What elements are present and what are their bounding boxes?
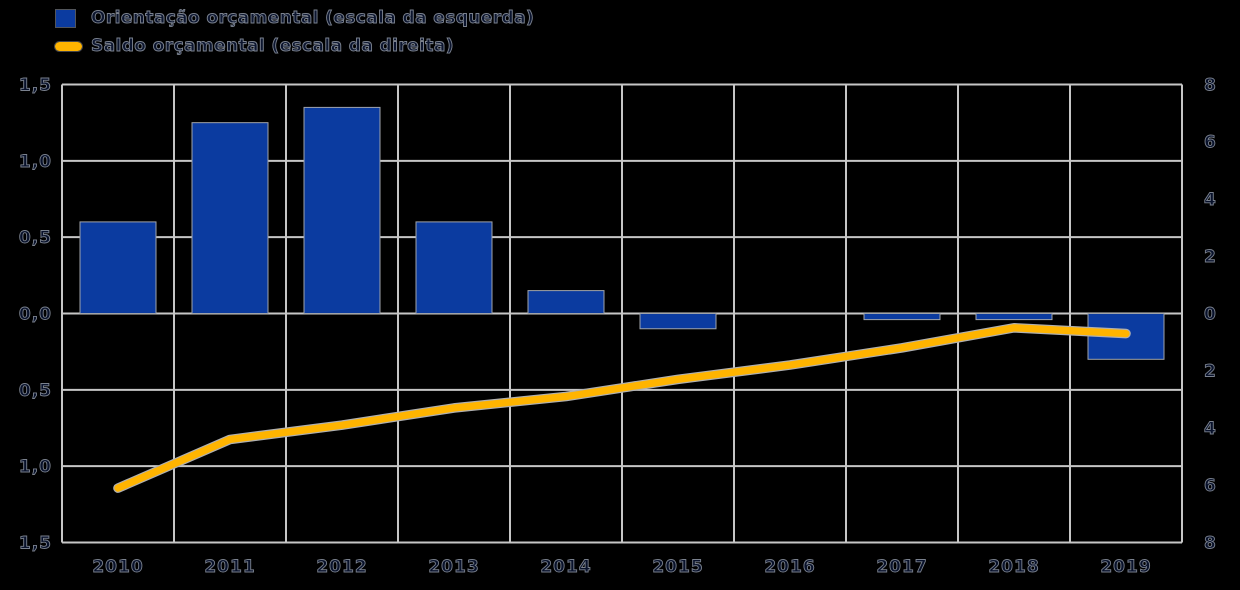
x-tick-label-2015: 2015 — [652, 557, 703, 577]
bar-2013 — [415, 221, 493, 314]
x-tick-label-2016: 2016 — [764, 557, 815, 577]
y-right-tick-label: 6 — [1204, 476, 1217, 496]
bar-2011 — [191, 122, 269, 314]
x-tick-label-2010: 2010 — [92, 557, 143, 577]
budget-balance-line — [114, 324, 1130, 492]
bar-2017 — [863, 313, 941, 321]
bar-2012 — [303, 106, 381, 315]
line-series-swatch-icon — [54, 40, 83, 52]
x-tick-label-2019: 2019 — [1100, 557, 1151, 577]
bar-series-swatch-icon — [55, 8, 76, 28]
y-right-tick-label: 4 — [1204, 190, 1217, 210]
y-left-tick-label: 1,0 — [19, 152, 52, 172]
y-right-tick-label: 4 — [1204, 419, 1217, 439]
y-left-tick-label: 1,0 — [19, 457, 52, 477]
y-left-tick-label: 1,5 — [19, 533, 52, 553]
y-right-tick-label: 6 — [1204, 133, 1217, 153]
bar-2018 — [975, 313, 1053, 321]
x-tick-label-2017: 2017 — [876, 557, 927, 577]
y-left-tick-label: 0,5 — [19, 228, 52, 248]
y-right-tick-label: 0 — [1204, 304, 1217, 324]
y-left-tick-label: 1,5 — [19, 75, 52, 95]
y-left-tick-label: 0,5 — [19, 381, 52, 401]
y-right-tick-label: 8 — [1204, 75, 1217, 95]
x-tick-label-2011: 2011 — [204, 557, 255, 577]
bar-2015 — [639, 313, 717, 330]
y-right-tick-label: 2 — [1204, 362, 1217, 382]
legend-item-budget-balance: Saldo orçamental (escala da direita) — [54, 32, 534, 60]
chart-legend: Orientação orçamental (escala da esquerd… — [54, 4, 535, 60]
bar-2014 — [527, 290, 605, 315]
x-tick-label-2013: 2013 — [428, 557, 479, 577]
y-right-tick-label: 2 — [1204, 247, 1217, 267]
x-tick-label-2018: 2018 — [988, 557, 1039, 577]
legend-label-budget-balance: Saldo orçamental (escala da direita) — [91, 36, 454, 57]
x-tick-label-2014: 2014 — [540, 557, 591, 577]
y-left-tick-label: 0,0 — [19, 304, 52, 324]
legend-item-fiscal-stance: Orientação orçamental (escala da esquerd… — [55, 4, 535, 32]
bar-2010 — [79, 221, 157, 314]
y-right-tick-label: 8 — [1204, 533, 1217, 553]
x-tick-label-2012: 2012 — [316, 557, 367, 577]
legend-label-fiscal-stance: Orientação orçamental (escala da esquerd… — [91, 8, 535, 29]
